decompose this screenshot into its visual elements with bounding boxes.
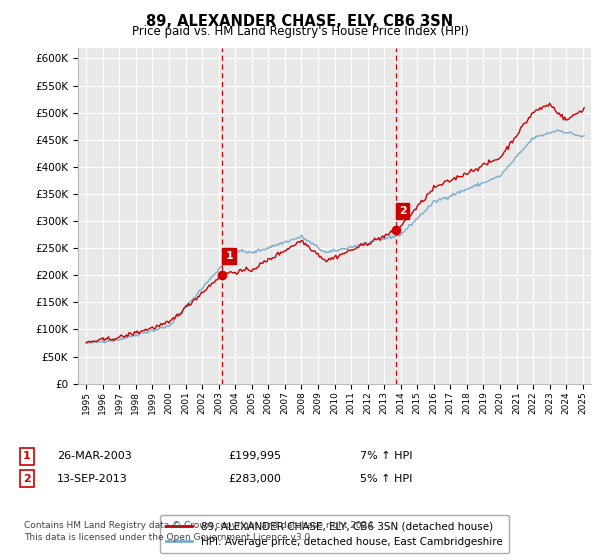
- Text: 2: 2: [398, 206, 406, 216]
- Text: 89, ALEXANDER CHASE, ELY, CB6 3SN: 89, ALEXANDER CHASE, ELY, CB6 3SN: [146, 14, 454, 29]
- Text: 13-SEP-2013: 13-SEP-2013: [57, 474, 128, 484]
- Legend: 89, ALEXANDER CHASE, ELY, CB6 3SN (detached house), HPI: Average price, detached: 89, ALEXANDER CHASE, ELY, CB6 3SN (detac…: [160, 515, 509, 553]
- Text: Contains HM Land Registry data © Crown copyright and database right 2024.
This d: Contains HM Land Registry data © Crown c…: [24, 521, 376, 542]
- Text: 26-MAR-2003: 26-MAR-2003: [57, 451, 132, 461]
- Text: 1: 1: [23, 451, 31, 461]
- Text: 1: 1: [225, 251, 233, 262]
- Text: 5% ↑ HPI: 5% ↑ HPI: [360, 474, 412, 484]
- Text: £283,000: £283,000: [228, 474, 281, 484]
- Text: 7% ↑ HPI: 7% ↑ HPI: [360, 451, 413, 461]
- Text: £199,995: £199,995: [228, 451, 281, 461]
- Text: Price paid vs. HM Land Registry's House Price Index (HPI): Price paid vs. HM Land Registry's House …: [131, 25, 469, 38]
- Text: 2: 2: [23, 474, 31, 484]
